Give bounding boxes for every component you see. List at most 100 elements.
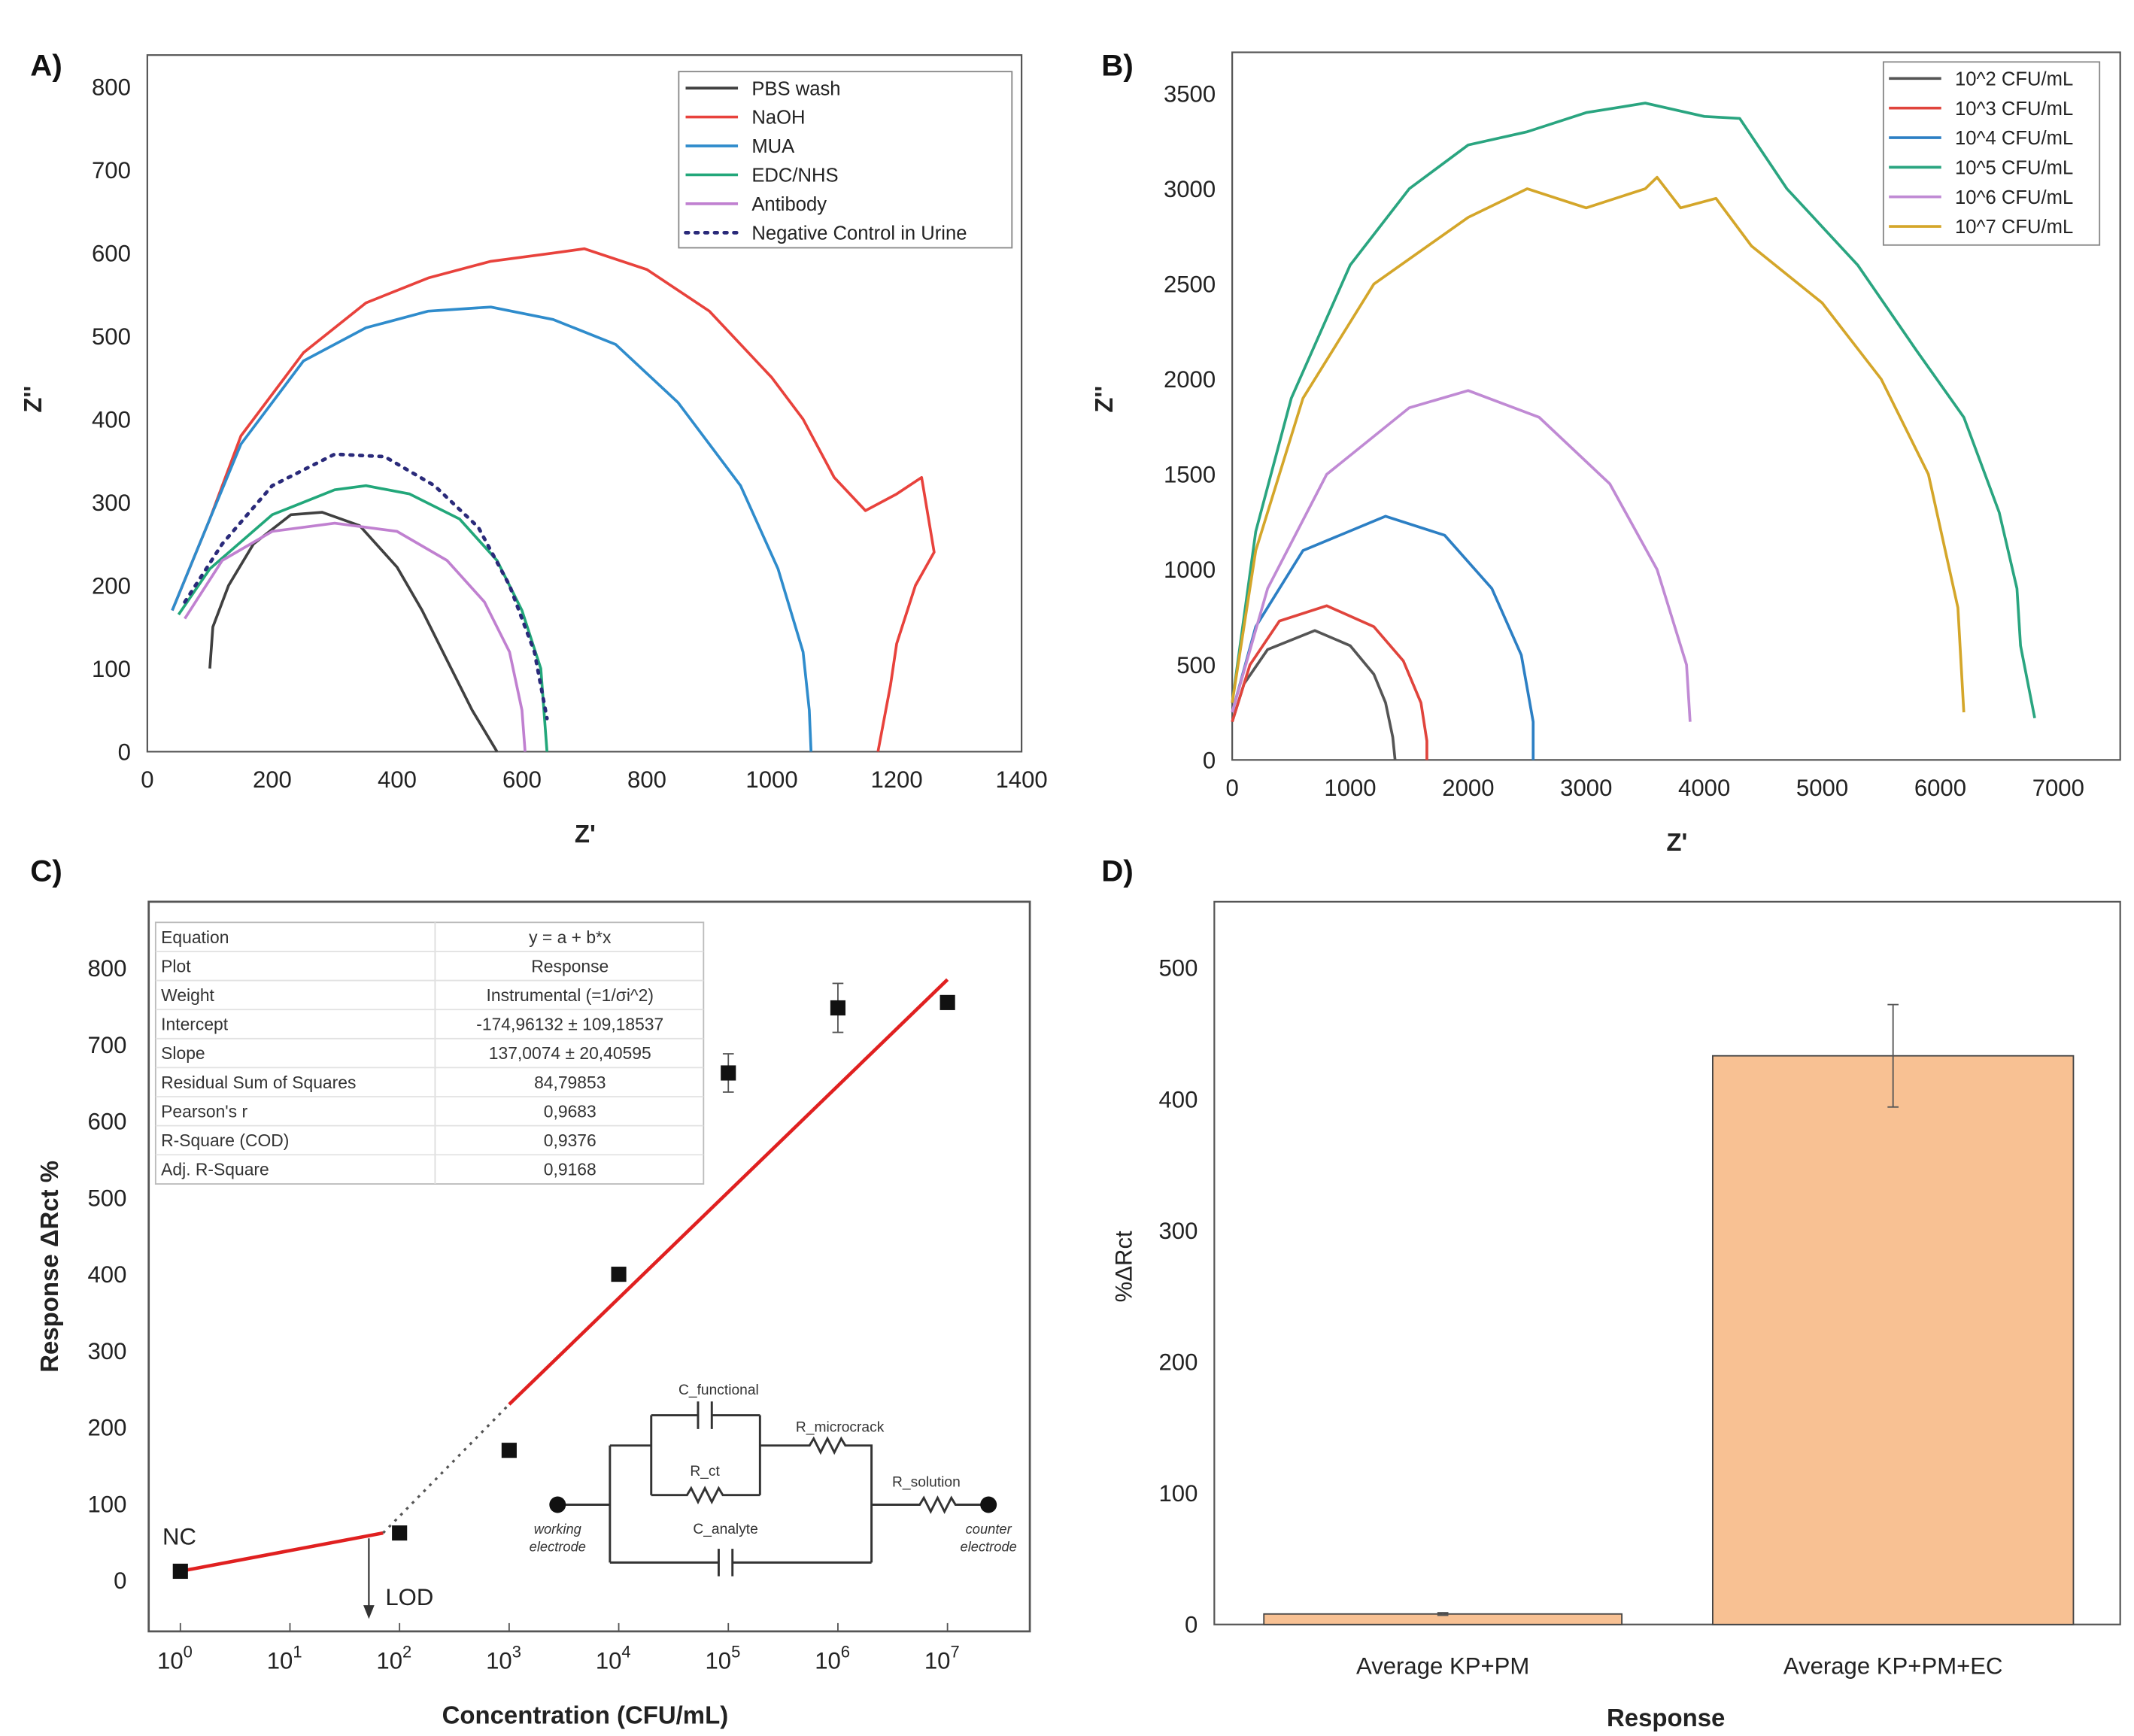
panel-d-x-axis-label: Response [1607,1704,1725,1731]
equivalent-circuit-diagram: C_functional R_microcrack R_ct C_analyte… [530,1382,1017,1577]
panel-b: B) Z' Z'' 0 1000 2000 3000 4000 5000 6000 7000 0… [1090,49,2121,856]
panel-a-legend-entry: MUA [751,136,795,157]
panel-a: A) Z' Z'' 0 200 400 600 800 1000 1200 1400 0 100 2… [19,49,1048,848]
panel-d-y-tick-label: 0 [1185,1612,1198,1638]
fit-table-value: Instrumental (=1/σi^2) [487,985,654,1005]
panel-b-y-tick-label: 0 [1203,747,1216,773]
panel-c-y-tick-label: 400 [88,1261,127,1288]
panel-b-y-tick-label: 2500 [1164,272,1216,298]
panel-b-x-tick-label: 4000 [1678,775,1730,801]
nc-label: NC [162,1524,196,1550]
circuit-wire [557,1415,761,1563]
panel-c-label: C) [30,854,62,888]
panel-b-y-tick-label: 500 [1176,652,1216,678]
panel-b-series-line [1231,514,1535,760]
r-microcrack-label: R_microcrack [796,1420,885,1436]
capacitor-c-functional [697,1401,713,1429]
panel-a-x-tick-label: 1400 [995,766,1047,793]
bar [1711,1055,2075,1625]
panel-b-y-tick-label: 3500 [1164,80,1216,107]
fit-extrapolation-line [382,1403,511,1534]
panel-d-y-tick-label: 500 [1158,955,1198,982]
fit-table-parameter: R-Square (COD) [161,1131,289,1150]
counter-electrode-label-1: counter [966,1521,1012,1537]
panel-d-category-label: Average KP+PM+EC [1783,1653,2003,1680]
fit-table-parameter: Intercept [161,1015,229,1034]
fit-table-value: 84,79853 [534,1073,606,1092]
panel-b-y-axis-label: Z'' [1090,386,1118,413]
panel-a-y-tick-label: 100 [92,656,131,682]
fit-table-parameter: Equation [161,927,229,947]
panel-d-y-tick-label: 400 [1158,1086,1198,1112]
fit-table-value: Response [531,956,609,976]
panel-b-series-line [1231,175,1966,713]
fit-table-value: 0,9168 [544,1160,596,1179]
panel-c-y-tick-label: 700 [88,1032,127,1058]
panel-b-x-tick-label: 7000 [2032,775,2084,801]
panel-a-series-line [183,452,549,721]
panel-b-x-tick-label: 0 [1225,775,1238,801]
panel-a-legend-entry: EDC/NHS [751,165,838,187]
panel-d-label: D) [1101,854,1133,888]
panel-d-y-tick-label: 100 [1158,1480,1198,1507]
data-point [611,1267,627,1282]
low-range-fit-line [180,1531,384,1574]
panel-c-y-tick-label: 300 [88,1338,127,1364]
panel-c-y-axis-label: Response ΔRct % [35,1161,63,1373]
fit-table-parameter: Pearson's r [161,1101,247,1121]
panel-a-series-line [171,247,936,752]
panel-a-x-tick-label: 600 [502,766,542,793]
panel-a-x-axis-label: Z' [575,820,596,848]
panel-b-y-tick-label: 1500 [1164,462,1216,488]
panel-a-x-tick-label: 800 [627,766,666,793]
panel-a-x-tick-label: 1200 [870,766,922,793]
panel-d-category-label: Average KP+PM [1356,1653,1529,1680]
fit-table-value: y = a + b*x [529,927,612,947]
r-ct-label: R_ct [690,1464,720,1480]
panel-b-y-tick-label: 1000 [1164,557,1216,583]
panel-c-x-tick-label: 102 [376,1643,411,1674]
fit-table-parameter: Adj. R-Square [161,1160,269,1179]
panel-a-x-tick-label: 200 [253,766,292,793]
panel-c-y-tick-label: 800 [88,955,127,982]
panel-b-series-line [1231,102,2036,719]
panel-b-x-tick-label: 5000 [1796,775,1848,801]
data-point [392,1525,408,1541]
panel-d-plot-frame [1213,900,2121,1625]
fit-table-parameter: Weight [161,985,214,1005]
panel-b-legend-entry: 10^6 CFU/mL [1955,187,2073,208]
panel-a-plot-frame [146,54,1023,753]
panel-a-series-line [184,521,527,752]
panel-b-x-tick-label: 3000 [1560,775,1612,801]
panel-a-y-tick-label: 600 [92,240,131,266]
panel-a-x-tick-label: 400 [378,766,417,793]
panel-a-legend [678,71,1013,249]
panel-c-y-tick-label: 200 [88,1415,127,1441]
panel-c-y-tick-label: 100 [88,1491,127,1517]
lod-arrow-head [363,1605,375,1619]
capacitor-c-analyte [609,1549,872,1577]
data-point [830,1000,846,1016]
r-solution-label: R_solution [892,1475,961,1491]
panel-b-y-tick-label: 2000 [1164,366,1216,393]
panel-b-series-line [1231,629,1397,760]
panel-d-y-tick-label: 300 [1158,1218,1198,1244]
panel-a-x-tick-label: 1000 [745,766,797,793]
panel-b-x-tick-label: 1000 [1324,775,1376,801]
fit-table-parameter: Plot [161,956,191,976]
working-electrode-terminal [549,1496,566,1513]
data-point [501,1443,517,1458]
panel-a-series-line [177,484,549,752]
lod-label: LOD [385,1584,433,1610]
panel-b-x-tick-label: 6000 [1914,775,1966,801]
panel-a-y-tick-label: 800 [92,74,131,100]
panel-b-x-axis-label: Z' [1666,828,1687,856]
working-electrode-label-1: working [534,1521,582,1537]
panel-c-x-tick-label: 104 [596,1643,631,1674]
c-functional-label: C_functional [678,1382,759,1398]
fit-results-table: Equation y = a + b*x Plot Response Weight Ins… [154,921,705,1185]
panel-c-x-tick-label: 107 [924,1643,960,1674]
panel-b-legend-entry: 10^5 CFU/mL [1955,158,2073,179]
panel-b-legend-entry: 10^4 CFU/mL [1955,128,2073,149]
